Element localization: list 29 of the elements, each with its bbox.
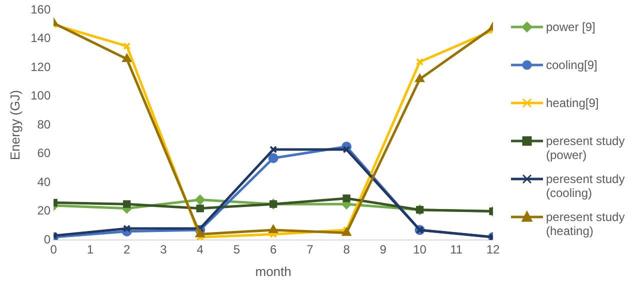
x-tick-label: 6 bbox=[270, 242, 277, 257]
x-tick-label: 5 bbox=[233, 242, 240, 257]
x-tick-label: 9 bbox=[380, 242, 387, 257]
y-tick-label: 60 bbox=[37, 146, 51, 160]
x-tick-label: 11 bbox=[450, 242, 463, 257]
y-tick-label: 160 bbox=[30, 2, 51, 17]
legend-label: peresent study (cooling) bbox=[546, 172, 626, 200]
legend-label: cooling[9] bbox=[546, 58, 598, 72]
x-tick-label: 3 bbox=[160, 242, 168, 257]
y-tick-label: 120 bbox=[30, 60, 51, 74]
x-tick-label: 8 bbox=[343, 242, 350, 257]
legend-label: power [9] bbox=[546, 20, 596, 34]
y-tick-label: 80 bbox=[37, 117, 51, 132]
y-tick-label: 140 bbox=[30, 31, 51, 46]
x-tick-label: 10 bbox=[413, 242, 427, 257]
x-tick-label: 1 bbox=[86, 242, 94, 257]
x-tick-label: 7 bbox=[306, 242, 314, 257]
x-axis-title: month bbox=[255, 264, 292, 279]
y-tick-label: 0 bbox=[44, 232, 51, 246]
y-tick-label: 40 bbox=[37, 174, 51, 189]
legend-label: peresent study (power) bbox=[546, 134, 626, 162]
x-tick-label: 4 bbox=[196, 242, 204, 257]
y-tick-label: 100 bbox=[30, 88, 51, 103]
legend-label: peresent study (heating) bbox=[546, 210, 626, 238]
y-tick-label: 20 bbox=[37, 204, 51, 218]
legend-label: heating[9] bbox=[546, 96, 599, 110]
x-tick-label: 12 bbox=[486, 242, 500, 257]
y-axis-title: Energy (GJ) bbox=[7, 90, 22, 160]
x-tick-label: 2 bbox=[124, 242, 131, 257]
